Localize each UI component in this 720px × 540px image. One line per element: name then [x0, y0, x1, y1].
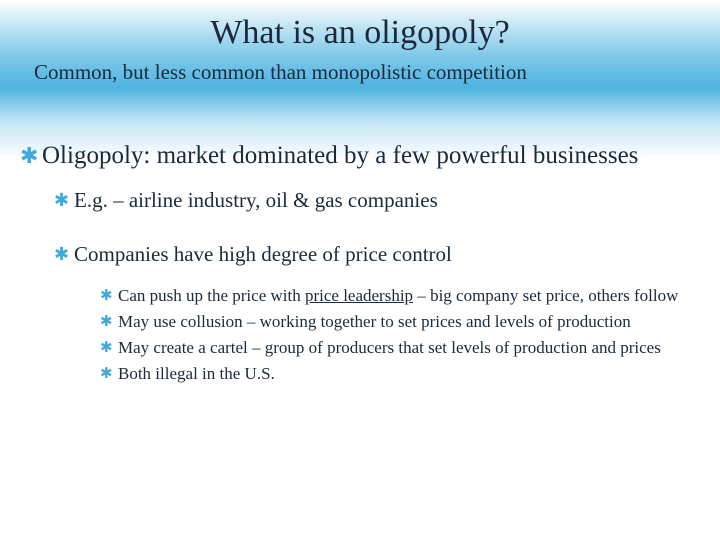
bullet-mark-icon: ✱ — [100, 311, 118, 333]
bullet-level3: ✱ Can push up the price with price leade… — [100, 285, 690, 307]
bullet-level3: ✱ May create a cartel – group of produce… — [100, 337, 690, 359]
bullet-level3-text: May create a cartel – group of producers… — [118, 337, 661, 359]
bullet-level2-text: Companies have high degree of price cont… — [74, 241, 452, 267]
bullet-level3-text: Both illegal in the U.S. — [118, 363, 275, 385]
slide-subtitle: Common, but less common than monopolisti… — [34, 60, 690, 85]
slide-title: What is an oligopoly? — [30, 14, 690, 52]
bullet-mark-icon: ✱ — [100, 285, 118, 307]
bullet-level3-text: May use collusion – working together to … — [118, 311, 631, 333]
bullet-level1: ✱ Oligopoly: market dominated by a few p… — [20, 141, 690, 171]
bullet-level3: ✱ May use collusion – working together t… — [100, 311, 690, 333]
bullet-level3-text: Can push up the price with price leaders… — [118, 285, 678, 307]
bullet-level2: ✱ E.g. – airline industry, oil & gas com… — [54, 187, 690, 213]
bullet-mark-icon: ✱ — [100, 363, 118, 385]
bullet-mark-icon: ✱ — [20, 141, 42, 171]
bullet-mark-icon: ✱ — [54, 241, 74, 267]
bullet-level1-text: Oligopoly: market dominated by a few pow… — [42, 141, 638, 171]
bullet-level3: ✱ Both illegal in the U.S. — [100, 363, 690, 385]
bullet-mark-icon: ✱ — [54, 187, 74, 213]
bullet-mark-icon: ✱ — [100, 337, 118, 359]
bullet-level2-text: E.g. – airline industry, oil & gas compa… — [74, 187, 438, 213]
slide-content: What is an oligopoly? Common, but less c… — [0, 0, 720, 415]
bullet-level2: ✱ Companies have high degree of price co… — [54, 241, 690, 267]
